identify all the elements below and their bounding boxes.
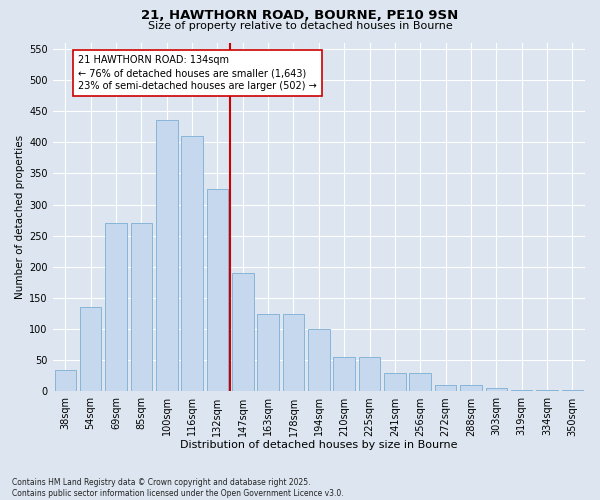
Bar (334, 357, 355, 392)
X-axis label: Distribution of detached houses by size in Bourne: Distribution of detached houses by size … (180, 440, 458, 450)
Bar (283, 314, 304, 392)
Y-axis label: Number of detached properties: Number of detached properties (15, 135, 25, 299)
Bar (384, 373, 406, 392)
Bar (131, 223, 152, 392)
Bar (156, 120, 178, 392)
Bar (562, 390, 583, 392)
Bar (511, 390, 532, 392)
Bar (435, 385, 457, 392)
Bar (105, 223, 127, 392)
Bar (308, 329, 329, 392)
Text: 21, HAWTHORN ROAD, BOURNE, PE10 9SN: 21, HAWTHORN ROAD, BOURNE, PE10 9SN (142, 9, 458, 22)
Bar (206, 189, 228, 392)
Bar (55, 370, 76, 392)
Text: 21 HAWTHORN ROAD: 134sqm
← 76% of detached houses are smaller (1,643)
23% of sem: 21 HAWTHORN ROAD: 134sqm ← 76% of detach… (78, 55, 317, 92)
Bar (536, 390, 558, 392)
Text: Contains HM Land Registry data © Crown copyright and database right 2025.
Contai: Contains HM Land Registry data © Crown c… (12, 478, 344, 498)
Bar (181, 136, 203, 392)
Bar (232, 273, 254, 392)
Bar (359, 357, 380, 392)
Bar (460, 385, 482, 392)
Bar (80, 308, 101, 392)
Text: Size of property relative to detached houses in Bourne: Size of property relative to detached ho… (148, 21, 452, 31)
Bar (409, 373, 431, 392)
Bar (257, 314, 279, 392)
Bar (485, 388, 507, 392)
